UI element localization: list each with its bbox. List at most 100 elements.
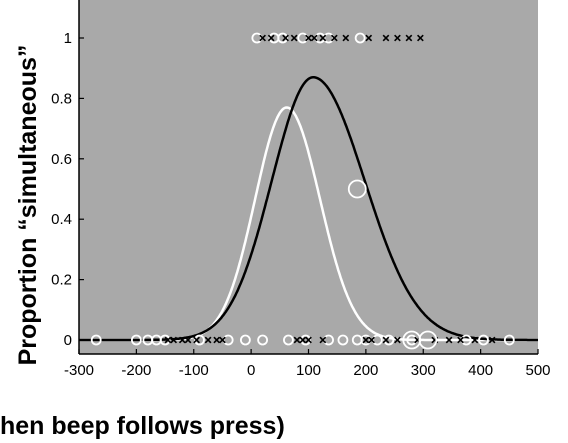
cross-point [445,336,453,344]
cross-point [457,336,464,344]
cross-stroke [488,336,496,344]
cross-stroke [319,336,327,344]
large-circle-point [402,330,422,350]
cross-stroke [394,336,401,344]
cross-stroke [394,34,401,42]
y-tick-label: 0.4 [51,211,72,228]
cross-stroke [405,34,413,42]
x-tick-label: 0 [247,362,255,379]
cross-point [259,34,266,42]
cross-stroke [310,34,318,42]
cross-stroke [259,34,266,42]
tick-labels: -300 -200 -100 0 100 200 300 400 500 0 0.2 0.4 0.6 0.… [51,30,550,379]
circle-point [222,334,234,346]
circle-point [130,334,142,346]
circle-point [159,334,171,346]
circle-point [383,334,395,346]
markers [90,32,515,350]
y-axis-label: Proportion “simultaneous” [14,45,42,366]
cross-stroke [305,34,312,42]
x-tick-label: -200 [121,362,151,379]
circle-point [354,32,366,44]
cross-stroke [368,336,375,344]
circle-point [323,334,334,346]
x-tick-label: 200 [353,362,378,379]
cross-point [417,34,424,42]
cross-stroke [471,336,479,344]
x-tick-label: 100 [296,362,321,379]
cross-point [267,34,275,42]
cross-stroke [342,34,350,42]
y-tick-label: 0.6 [51,151,72,168]
circle-point [406,334,418,346]
cross-point [310,34,318,42]
circle-point [371,334,383,346]
cross-point [178,336,186,344]
cross-stroke [184,336,192,344]
cross-stroke [170,336,178,344]
cross-stroke [164,336,172,344]
cross-point [382,336,390,344]
cross-stroke [299,336,307,344]
circle-point [283,334,294,346]
cross-point [394,336,401,344]
cross-stroke [213,336,221,344]
plot-background [79,0,538,354]
circle-point [323,32,334,44]
cross-point [330,34,338,42]
x-tick-label: 400 [468,362,493,379]
cross-stroke [267,34,275,42]
cross-stroke [305,336,312,344]
x-axis-label: hen beep follows press) [0,412,285,440]
cross-stroke [293,336,301,344]
circle-point [337,334,349,346]
cross-point [342,34,350,42]
cross-stroke [445,336,453,344]
circle-point [277,32,289,44]
circle-point [297,32,309,44]
circle-point [300,334,312,346]
y-tick-label: 0.2 [51,272,72,289]
cross-stroke [193,336,200,344]
cross-stroke [417,34,424,42]
cross-stroke [290,34,298,42]
cross-point [193,336,200,344]
cross-stroke [457,336,464,344]
cross-point [219,336,226,344]
cross-point [290,34,298,42]
cross-point [184,336,192,344]
cross-point [382,34,390,42]
cross-point [471,336,479,344]
x-tick-label: 300 [411,362,436,379]
circle-point [460,334,472,346]
cross-stroke [365,34,373,42]
cross-stroke [282,34,289,42]
cross-stroke [178,336,186,344]
circle-point [239,334,251,346]
cross-point [299,336,307,344]
cross-point [319,34,327,42]
cross-stroke [382,336,390,344]
cross-point [394,34,401,42]
cross-stroke [204,336,212,344]
cross-point [488,336,496,344]
circle-point [257,334,269,346]
x-tick-label: 500 [525,362,550,379]
cross-stroke [382,34,390,42]
axes [78,0,539,355]
y-tick-label: 0.8 [51,90,72,107]
cross-point [362,336,370,344]
large-circle-point [418,330,438,350]
cross-point [164,336,172,344]
y-tick-label: 0 [64,332,72,349]
circle-point [360,334,372,346]
cross-point [213,336,221,344]
cross-stroke [362,336,370,344]
x-tick-label: -300 [64,362,94,379]
cross-point [305,34,312,42]
circle-point [251,32,263,44]
circle-point [194,334,205,346]
cross-point [319,336,327,344]
cross-point [405,34,413,42]
